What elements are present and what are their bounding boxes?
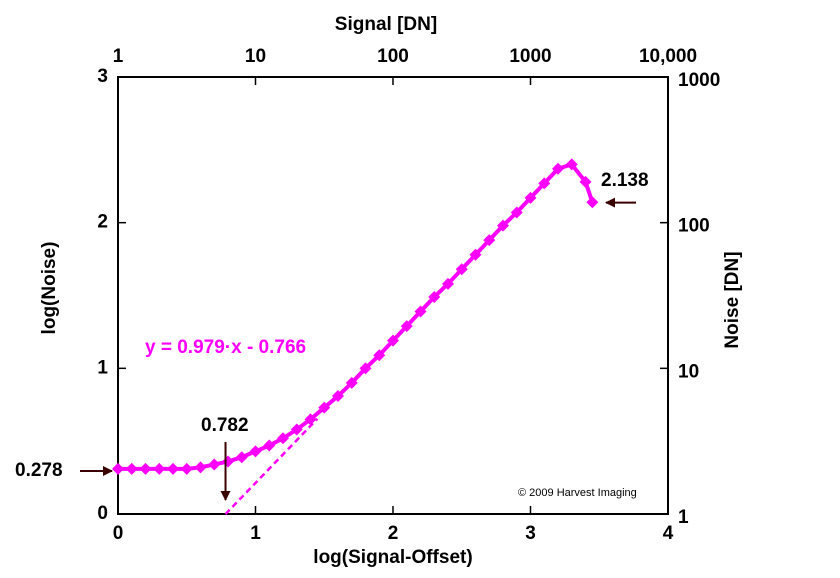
- y2-tick-label: 1000: [678, 70, 720, 91]
- data-point: [139, 462, 152, 475]
- data-point: [524, 191, 537, 204]
- data-point: [455, 263, 468, 276]
- plot-frame: [117, 76, 669, 515]
- data-point: [428, 290, 441, 303]
- data-point: [318, 401, 331, 414]
- chart-title: Signal [DN]: [335, 14, 437, 35]
- data-point: [153, 462, 166, 475]
- data-point: [345, 376, 358, 389]
- fit-line: [224, 417, 319, 515]
- data-point: [112, 462, 124, 475]
- data-point: [194, 461, 207, 474]
- x-tick-label: 2: [388, 523, 399, 544]
- y2-tick-label: 10: [678, 361, 699, 382]
- x-tick-label: 3: [525, 523, 536, 544]
- data-point: [249, 445, 262, 458]
- data-point: [586, 196, 599, 209]
- data-point: [290, 423, 303, 436]
- y2-tick-label: 100: [678, 216, 710, 237]
- x-tick-label: 4: [663, 523, 674, 544]
- data-point: [400, 320, 413, 333]
- x2-tick-label: 1: [113, 46, 124, 67]
- data-point: [510, 206, 523, 219]
- data-point: [483, 234, 496, 247]
- data-point: [359, 362, 372, 375]
- data-point: [235, 451, 248, 464]
- x-axis-label: log(Signal-Offset): [313, 547, 472, 568]
- annotation: 0.278: [15, 460, 63, 481]
- y-tick-label: 3: [97, 66, 108, 87]
- x2-tick-label: 10: [245, 46, 266, 67]
- data-point: [277, 432, 289, 445]
- data-point: [579, 175, 592, 188]
- y-tick-label: 0: [97, 503, 108, 524]
- data-point: [222, 455, 234, 468]
- annotation: 0.782: [201, 415, 249, 436]
- copyright: © 2009 Harvest Imaging: [518, 487, 637, 499]
- annotation: 2.138: [601, 170, 649, 191]
- y2-axis-label: Noise [DN]: [722, 251, 743, 348]
- data-point: [167, 462, 179, 475]
- data-point: [538, 177, 551, 190]
- x2-tick-label: 1000: [509, 46, 551, 67]
- data-point: [208, 458, 221, 471]
- data-point: [387, 334, 399, 347]
- data-point: [497, 219, 509, 232]
- x-tick-label: 0: [113, 523, 124, 544]
- data-point: [125, 462, 138, 475]
- y-tick-label: 2: [97, 212, 108, 233]
- y-tick-label: 1: [97, 357, 108, 378]
- data-point: [414, 305, 427, 318]
- data-point: [552, 162, 564, 175]
- data-point: [469, 248, 482, 261]
- data-point: [565, 158, 578, 171]
- data-point: [442, 277, 454, 290]
- fit-equation: y = 0.979·x - 0.766: [145, 337, 306, 358]
- y-axis-label: log(Noise): [39, 242, 60, 335]
- series-line: [118, 162, 595, 471]
- x2-tick-label: 100: [377, 46, 409, 67]
- data-point: [373, 349, 386, 362]
- data-point: [304, 413, 317, 426]
- data-point: [263, 439, 276, 452]
- x2-tick-label: 10,000: [639, 46, 697, 67]
- x-tick-label: 1: [250, 523, 261, 544]
- data-point: [332, 390, 344, 403]
- data-point: [180, 462, 193, 475]
- y2-tick-label: 1: [678, 507, 689, 528]
